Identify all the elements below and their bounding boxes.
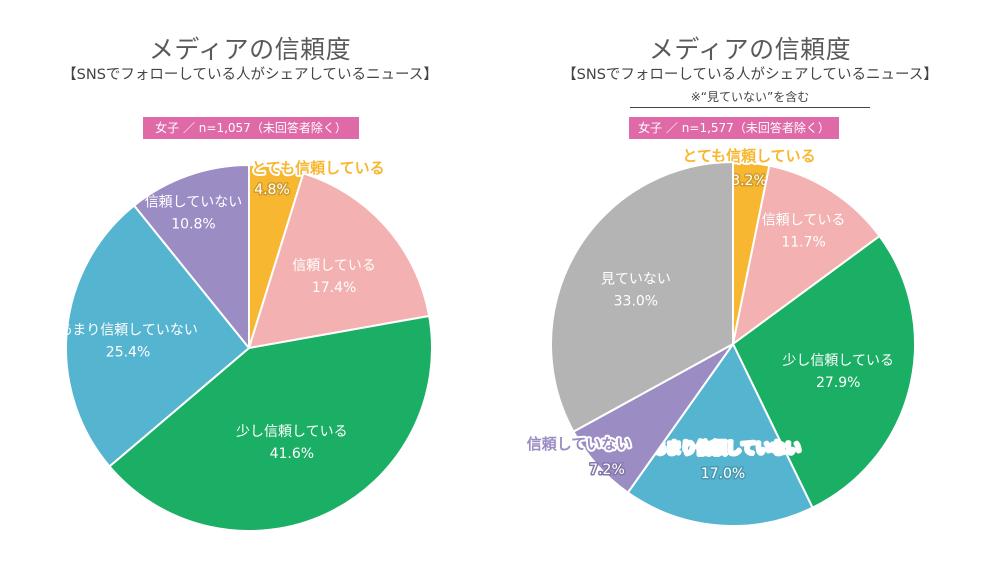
chart-panel-left: メディアの信頼度 【SNSでフォローしている人がシェアしているニュース】 女子 …: [58, 35, 438, 532]
slice-label-5: 見ていない: [601, 272, 671, 288]
chart-title: メディアの信頼度: [148, 35, 352, 64]
slice-value-1: 11.7%: [781, 235, 825, 251]
chart-note: ※“見ていない”を含む: [630, 88, 870, 108]
slice-label-1: 信頼している: [292, 258, 376, 274]
pie-slice-3: [65, 204, 250, 468]
slice-label-1: 信頼している: [762, 213, 846, 229]
slice-value-4: 7.2%: [589, 462, 625, 478]
chart-panel-right: メディアの信頼度 【SNSでフォローしている人がシェアしているニュース】 ※“見…: [500, 0, 1000, 562]
pie-slice-5: [550, 161, 734, 433]
slice-value-0: 3.2%: [731, 173, 767, 189]
pie-slice-2: [732, 235, 916, 509]
slice-value-3: 17.0%: [701, 466, 745, 482]
slice-label-3: あまり信頼していない: [651, 439, 801, 457]
slice-value-2: 27.9%: [816, 375, 860, 391]
slice-value-2: 41.6%: [270, 446, 314, 462]
slice-value-3: 25.4%: [106, 344, 150, 360]
pie-slice-2: [108, 314, 434, 532]
slice-label-0: とても信頼している: [682, 147, 815, 165]
slice-value-4: 10.8%: [171, 216, 215, 232]
pie-chart-left: とても信頼している 4.8% 信頼している 17.4% 少し信頼している 41.6% あまり…: [58, 159, 434, 532]
slice-label-2: 少し信頼している: [782, 353, 894, 369]
pie-slice-1: [732, 164, 881, 345]
chart-title: メディアの信頼度: [648, 35, 852, 64]
slice-value-1: 17.4%: [312, 280, 356, 296]
sample-size-badge: 女子 ／ n=1,057（未回答者除く）: [143, 117, 359, 139]
slice-label-4: 信頼していない: [527, 435, 632, 453]
pie-slice-3: [626, 343, 814, 527]
chart-subtitle: 【SNSでフォローしている人がシェアしているニュース】: [62, 67, 438, 83]
sample-size-badge: 女子 ／ n=1,577（未回答者除く）: [629, 117, 839, 139]
chart-subtitle: 【SNSでフォローしている人がシェアしているニュース】: [562, 67, 938, 83]
slice-label-4: 信頼していない: [145, 194, 243, 210]
slice-label-0: とても信頼している: [251, 159, 384, 177]
slice-value-5: 33.0%: [614, 294, 658, 310]
slice-label-2: 少し信頼している: [236, 424, 348, 440]
pie-slice-4: [133, 164, 250, 349]
pie-chart-right: とても信頼している 3.2% 信頼している 11.7% 少し信頼している 27.9% あまり…: [525, 145, 916, 527]
slice-label-3: あまり信頼していない: [58, 322, 198, 338]
pie-slice-1: [248, 172, 431, 349]
slice-value-0: 4.8%: [254, 182, 290, 198]
